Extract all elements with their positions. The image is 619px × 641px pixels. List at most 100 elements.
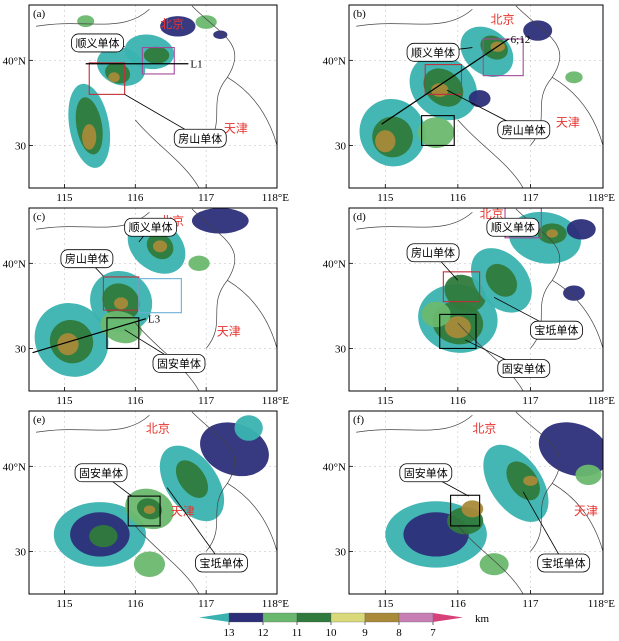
callout-label: 房山单体 xyxy=(178,131,222,145)
radar-echo xyxy=(575,464,602,486)
colorbar-segment xyxy=(228,612,264,623)
radar-echo xyxy=(417,117,455,148)
y-tick-label: 40°N xyxy=(323,258,346,270)
callout-label: 固安单体 xyxy=(502,362,546,376)
callout-label: 宝坻单体 xyxy=(542,556,586,570)
radar-echo xyxy=(191,208,249,234)
x-tick-label: 118°E xyxy=(588,395,615,407)
radar-echo xyxy=(77,15,95,28)
map-content: L3北京天津顺义单体房山单体固安单体 xyxy=(29,208,277,391)
radar-echo xyxy=(565,71,583,84)
callout-label: 固安单体 xyxy=(404,466,448,480)
map-frame xyxy=(28,410,278,595)
radar-echo xyxy=(133,551,166,577)
city-label: 北京 xyxy=(491,13,515,27)
panel-tag: (d) xyxy=(353,211,366,223)
colorbar-tick-label: 10 xyxy=(326,627,338,639)
x-tick-label: 118°E xyxy=(262,192,289,204)
colorbar: 13 12 11 10 9 8 7 km xyxy=(199,612,490,639)
radar-echo xyxy=(160,16,196,37)
colorbar-segment xyxy=(364,612,400,623)
x-tick-label: 115 xyxy=(377,192,394,204)
analysis-box xyxy=(138,278,182,314)
y-tick-label: 40°N xyxy=(3,55,26,67)
x-tick-label: 118°E xyxy=(262,598,289,610)
map-frame xyxy=(28,4,278,189)
analysis-box xyxy=(424,64,463,95)
x-tick-label: 118°E xyxy=(588,192,615,204)
cross-section-line xyxy=(32,318,147,354)
callout-label: 房山单体 xyxy=(65,252,109,266)
cross-section-label: L1 xyxy=(190,59,202,71)
colorbar-segment xyxy=(262,612,298,623)
city-label: 北京 xyxy=(472,421,496,435)
callout-label: 顺义单体 xyxy=(76,36,120,50)
analysis-box-black xyxy=(450,494,481,527)
x-tick-label: 117 xyxy=(522,395,539,407)
y-tick-label: 30 xyxy=(15,546,27,558)
analysis-box-black xyxy=(421,115,455,146)
cross-section-line xyxy=(381,38,509,125)
x-tick-label: 117 xyxy=(522,192,539,204)
callout-box xyxy=(60,249,114,269)
x-tick-label: 115 xyxy=(377,395,394,407)
radar-echo xyxy=(461,500,484,518)
callout-label: 顺义单体 xyxy=(411,45,455,59)
radar-echo xyxy=(375,130,396,153)
radar-echo xyxy=(563,285,585,301)
map-panel-c: L3北京天津顺义单体房山单体固安单体(c)115116117118°E3040°… xyxy=(3,207,289,407)
x-tick-label: 115 xyxy=(56,598,73,610)
callout-label: 宝坻单体 xyxy=(200,556,244,570)
callout-box xyxy=(74,463,128,483)
callout-box xyxy=(71,33,124,53)
cross-section-label: L3 xyxy=(148,314,161,326)
city-label: 北京 xyxy=(146,421,170,435)
map-frame xyxy=(348,4,604,189)
y-tick-label: 30 xyxy=(335,343,347,355)
panel-tag: (e) xyxy=(33,414,46,426)
city-label: 天津 xyxy=(556,116,580,130)
radar-echo xyxy=(431,83,449,97)
callout-box xyxy=(124,217,178,237)
callout-label: 房山单体 xyxy=(411,246,455,260)
callout-box xyxy=(497,359,551,378)
radar-echo xyxy=(153,240,168,253)
y-tick-label: 30 xyxy=(335,546,347,558)
radar-echo xyxy=(114,297,129,310)
callout-label: 固安单体 xyxy=(157,356,201,370)
x-tick-label: 117 xyxy=(198,598,215,610)
analysis-box-black xyxy=(127,495,161,527)
callout-label: 宝坻单体 xyxy=(534,323,578,337)
radar-echo xyxy=(523,475,538,486)
x-tick-label: 118°E xyxy=(588,598,615,610)
map-frame xyxy=(348,410,604,595)
radar-echo xyxy=(143,505,156,514)
callout-box xyxy=(530,320,583,340)
callout-leader xyxy=(522,491,565,564)
x-tick-label: 116 xyxy=(450,192,467,204)
radar-echo xyxy=(566,219,596,240)
colorbar-segment xyxy=(199,613,229,622)
map-frame xyxy=(348,207,604,392)
callout-label: 顺义单体 xyxy=(129,220,173,234)
map-frame xyxy=(28,207,278,392)
callout-label: 房山单体 xyxy=(502,123,546,137)
radar-echo xyxy=(468,90,491,108)
radar-echo xyxy=(546,229,559,238)
colorbar-tick-label: 8 xyxy=(396,627,402,639)
y-tick-label: 30 xyxy=(15,343,27,355)
city-label: 天津 xyxy=(224,122,248,136)
radar-echo xyxy=(538,422,603,477)
callout-box xyxy=(486,217,540,237)
colorbar-segment xyxy=(296,612,332,623)
radar-echo xyxy=(479,553,509,576)
y-tick-label: 40°N xyxy=(323,55,346,67)
callout-box xyxy=(399,463,453,483)
province-boundary xyxy=(36,411,277,594)
x-tick-label: 116 xyxy=(127,395,144,407)
callout-box xyxy=(497,120,551,140)
y-tick-label: 40°N xyxy=(3,461,26,473)
